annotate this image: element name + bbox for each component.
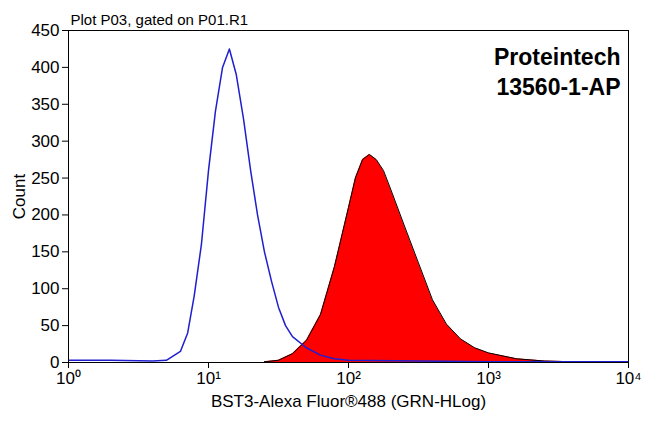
svg-text:200: 200 [31, 205, 59, 224]
svg-text:100: 100 [31, 279, 59, 298]
svg-text:250: 250 [31, 168, 59, 187]
svg-text:0: 0 [50, 352, 60, 372]
svg-text:50: 50 [41, 316, 60, 335]
svg-text:450: 450 [31, 21, 59, 40]
svg-text:Plot P03, gated on P01.R1: Plot P03, gated on P01.R1 [71, 11, 249, 28]
svg-text:Count: Count [10, 174, 29, 220]
svg-text:150: 150 [31, 242, 59, 261]
svg-text:300: 300 [31, 132, 59, 151]
svg-text:BST3-Alexa Fluor®488 (GRN-HLog: BST3-Alexa Fluor®488 (GRN-HLog) [211, 392, 486, 411]
svg-text:10⁰: 10⁰ [56, 369, 81, 388]
svg-text:350: 350 [31, 95, 59, 114]
svg-text:10⁴: 10⁴ [615, 369, 641, 388]
svg-text:13560-1-AP: 13560-1-AP [496, 74, 620, 100]
svg-text:400: 400 [31, 58, 59, 77]
svg-text:Proteintech: Proteintech [494, 44, 621, 70]
svg-text:10²: 10² [336, 369, 361, 388]
svg-text:10³: 10³ [476, 369, 501, 388]
svg-text:10¹: 10¹ [196, 369, 221, 388]
